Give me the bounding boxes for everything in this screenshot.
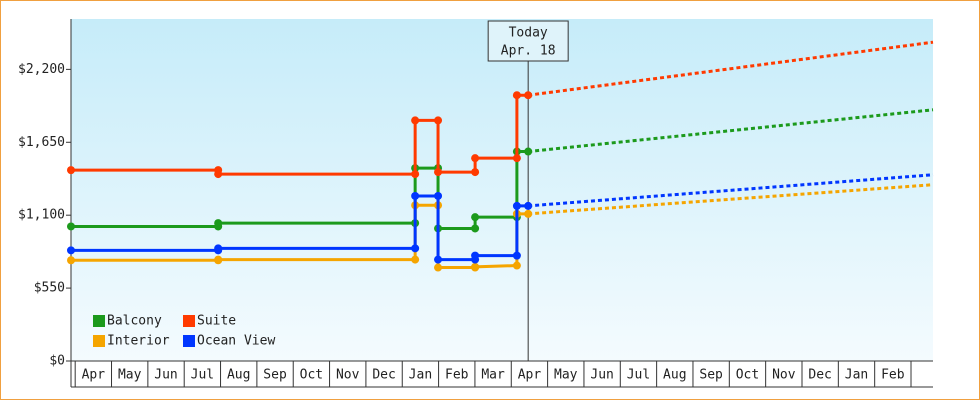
y-tick-label: $1,650 <box>18 135 65 150</box>
y-tick-label: $1,100 <box>18 208 65 223</box>
point <box>434 255 443 264</box>
today-title: Today <box>509 26 548 41</box>
point <box>434 263 443 272</box>
legend-label: Interior <box>107 334 170 349</box>
x-tick-label: Jul <box>191 368 214 383</box>
legend-label: Balcony <box>107 314 162 329</box>
legend-label: Suite <box>197 314 236 329</box>
point <box>67 166 75 175</box>
point <box>411 191 420 200</box>
x-tick-label: May <box>554 368 578 383</box>
point <box>214 219 223 228</box>
x-tick-label: Jul <box>627 368 650 383</box>
point <box>512 261 521 270</box>
point <box>471 224 480 233</box>
x-tick-label: Apr <box>518 368 542 383</box>
x-tick-label: Jun <box>590 368 613 383</box>
point <box>512 154 521 163</box>
point <box>434 191 443 200</box>
point <box>512 251 521 260</box>
point <box>512 91 521 100</box>
point <box>411 116 420 125</box>
legend-swatch <box>183 335 195 347</box>
point <box>214 170 223 179</box>
x-tick-label: Dec <box>808 368 831 383</box>
x-tick-label: Aug <box>663 368 686 383</box>
x-tick-label: May <box>118 368 142 383</box>
point <box>471 154 480 163</box>
point <box>471 168 480 177</box>
point <box>434 116 443 125</box>
x-tick-label: Nov <box>336 368 360 383</box>
x-tick-label: Dec <box>372 368 395 383</box>
x-tick-label: Apr <box>82 368 106 383</box>
point <box>512 201 521 210</box>
x-tick-label: Feb <box>881 368 905 383</box>
forecast-line <box>528 173 934 208</box>
x-tick-label: Jan <box>845 368 868 383</box>
x-tick-label: Jan <box>409 368 432 383</box>
point <box>471 262 480 271</box>
today-label: Apr. 18 <box>501 44 556 59</box>
point <box>214 255 223 264</box>
point <box>471 251 480 260</box>
y-tick-label: $0 <box>49 354 65 369</box>
legend-swatch <box>183 315 195 327</box>
x-tick-label: Aug <box>227 368 250 383</box>
x-tick-label: Sep <box>263 368 287 383</box>
today-box <box>487 20 569 62</box>
point <box>524 91 533 100</box>
x-tick-label: Jun <box>154 368 177 383</box>
point <box>411 170 420 179</box>
point <box>214 244 223 253</box>
point <box>524 209 533 218</box>
legend-swatch <box>93 315 105 327</box>
point <box>524 201 533 210</box>
y-tick-label: $2,200 <box>18 62 65 77</box>
point <box>524 147 533 156</box>
plot-area <box>71 19 933 361</box>
x-tick-label: Oct <box>736 368 759 383</box>
legend-swatch <box>93 335 105 347</box>
x-tick-label: Mar <box>481 368 505 383</box>
point <box>67 222 75 231</box>
legend-label: Ocean View <box>197 334 275 349</box>
forecast-line <box>528 108 934 154</box>
point <box>67 246 75 255</box>
point <box>471 213 480 222</box>
x-tick-label: Sep <box>699 368 723 383</box>
x-tick-label: Feb <box>445 368 469 383</box>
y-tick-label: $550 <box>34 281 65 296</box>
point <box>411 255 420 264</box>
x-tick-label: Nov <box>772 368 796 383</box>
point <box>411 244 420 253</box>
point <box>67 256 75 265</box>
x-tick-label: Oct <box>300 368 323 383</box>
forecast-line <box>527 40 934 97</box>
forecast-line <box>528 183 934 216</box>
point <box>434 168 443 177</box>
